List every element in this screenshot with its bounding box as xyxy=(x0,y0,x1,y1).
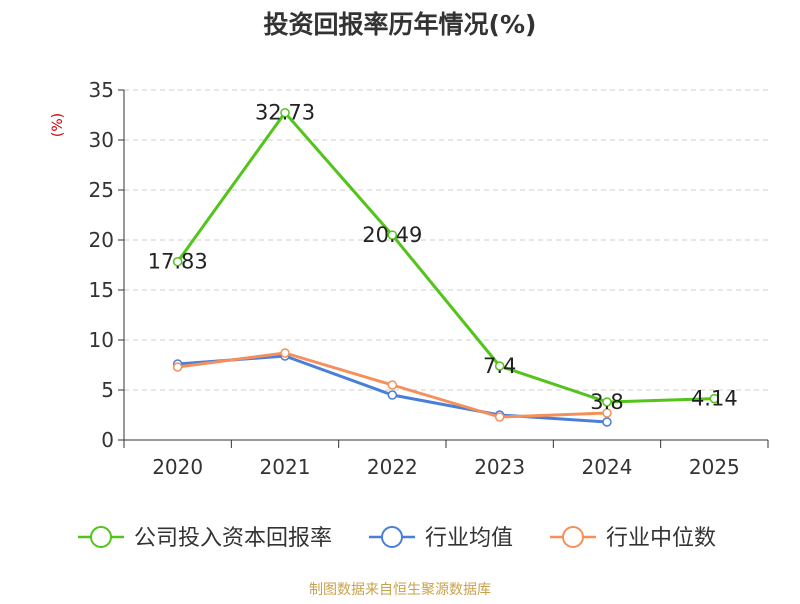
x-tick-label-2022: 2022 xyxy=(367,455,418,479)
data-point-2-2022 xyxy=(387,380,398,390)
data-point-0-2020 xyxy=(172,256,183,267)
data-point-2-2023 xyxy=(494,412,505,422)
source-note: 制图数据来自恒生聚源数据库 xyxy=(309,582,491,598)
legend: 公司投入资本回报率 行业均值 行业中位数 xyxy=(78,526,716,551)
y-axis-label: (%) xyxy=(50,113,66,137)
data-point-0-2024 xyxy=(602,397,612,407)
data-label-2024: 3.8 xyxy=(590,390,623,414)
legend-item-2: 行业中位数 xyxy=(550,526,716,551)
y-tick-label-20: 20 xyxy=(89,228,114,252)
y-tick-label-15: 15 xyxy=(89,278,114,302)
y-tick-label-25: 25 xyxy=(89,178,114,202)
series-0 xyxy=(172,107,720,407)
series-line-0 xyxy=(176,111,715,404)
data-label-2025: 4.14 xyxy=(691,387,738,411)
y-tick-label-35: 35 xyxy=(89,78,114,102)
data-point-2-2020 xyxy=(172,362,183,372)
data-point-1-2022 xyxy=(387,390,398,400)
grid-lines xyxy=(124,89,768,391)
x-tick-label-2024: 2024 xyxy=(582,455,633,479)
data-point-0-2022 xyxy=(387,230,398,240)
legend-item-1: 行业均值 xyxy=(369,526,513,551)
chart-title: 投资回报率历年情况(%) xyxy=(264,10,537,39)
y-tick-label-10: 10 xyxy=(89,328,114,352)
legend-label: 行业均值 xyxy=(425,526,513,551)
series-2 xyxy=(172,348,612,422)
data-point-1-2024 xyxy=(602,417,612,427)
data-label-2020: 17.83 xyxy=(148,250,208,274)
data-label-2022: 20.49 xyxy=(362,223,422,247)
legend-marker xyxy=(90,526,112,548)
x-tick-label-2020: 2020 xyxy=(152,455,203,479)
data-point-2-2021 xyxy=(280,348,290,358)
legend-label: 行业中位数 xyxy=(606,526,716,551)
data-label-2021: 32.73 xyxy=(255,101,315,125)
data-point-0-2021 xyxy=(280,107,290,118)
x-tick-label-2023: 2023 xyxy=(474,455,525,479)
y-tick-label-5: 5 xyxy=(101,378,114,402)
data-label-2023: 7.4 xyxy=(483,354,516,378)
series-lines xyxy=(172,107,720,427)
legend-item-0: 公司投入资本回报率 xyxy=(78,526,332,551)
data-point-0-2025 xyxy=(709,393,720,404)
legend-marker xyxy=(562,526,584,548)
data-point-2-2024 xyxy=(602,408,612,418)
data-labels: 17.83 32.73 20.49 7.4 3.8 4.14 xyxy=(148,101,738,414)
y-tick-label-0: 0 xyxy=(101,428,114,452)
data-point-0-2023 xyxy=(494,361,505,371)
x-tick-label-2025: 2025 xyxy=(689,455,740,479)
legend-label: 公司投入资本回报率 xyxy=(134,526,332,551)
y-tick-label-30: 30 xyxy=(89,128,114,152)
legend-marker xyxy=(381,526,403,548)
x-tick-label-2021: 2021 xyxy=(260,455,311,479)
